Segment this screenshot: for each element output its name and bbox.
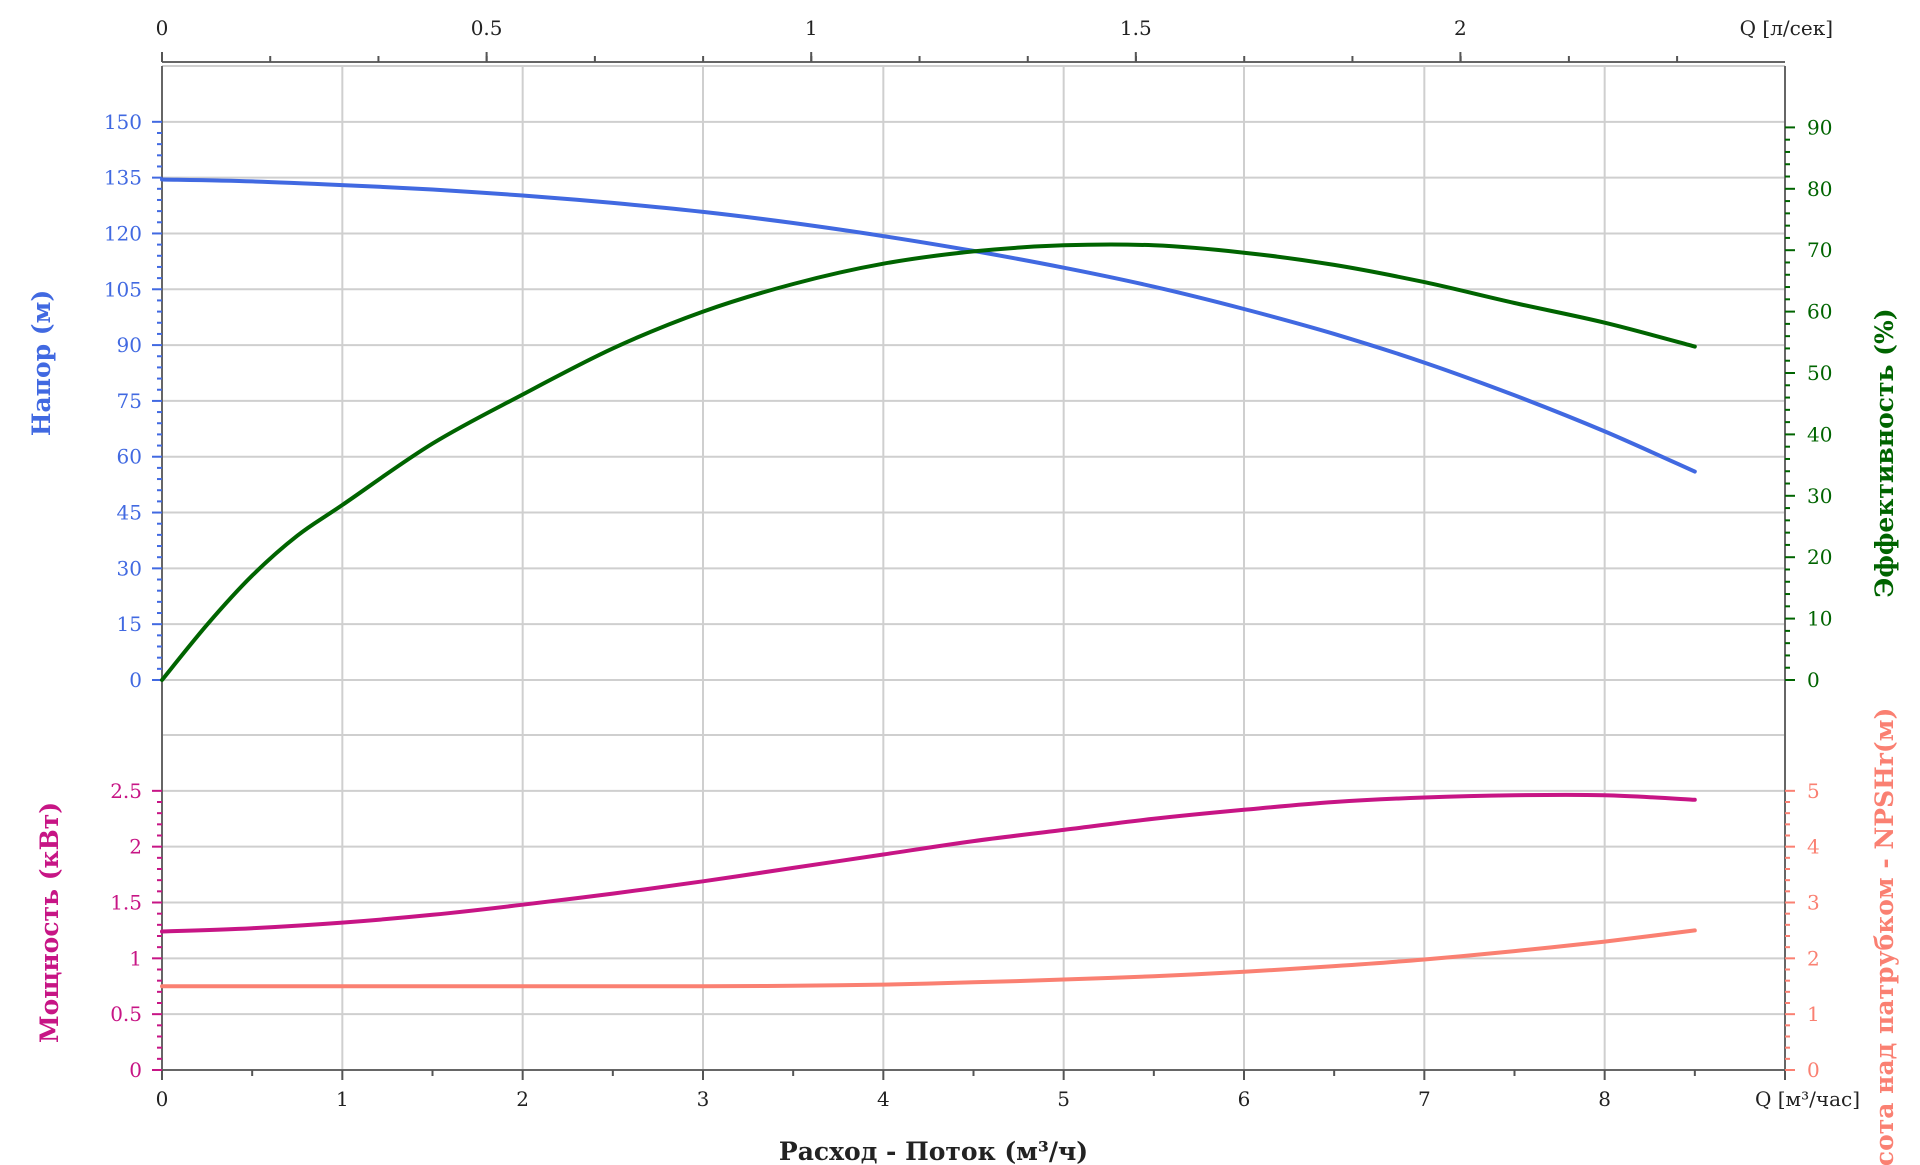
top-tick-label: 2 [1454, 16, 1467, 40]
head-tick-label: 135 [104, 166, 142, 190]
power-tick-label: 1 [129, 946, 142, 970]
x-tick-label: 2 [516, 1087, 529, 1111]
x-tick-label: 1 [336, 1087, 349, 1111]
npsh-tick-label: 2 [1807, 946, 1820, 970]
efficiency-tick-label: 0 [1807, 668, 1820, 692]
npsh-tick-label: 5 [1807, 779, 1820, 803]
x-tick-label: 4 [877, 1087, 890, 1111]
npsh-tick-label: 1 [1807, 1002, 1820, 1026]
efficiency-tick-label: 30 [1807, 484, 1832, 508]
x-tick-label: 7 [1418, 1087, 1431, 1111]
head-tick-label: 60 [117, 445, 142, 469]
efficiency-tick-label: 50 [1807, 361, 1832, 385]
power-tick-label: 1.5 [110, 891, 142, 915]
head-tick-label: 75 [117, 389, 142, 413]
x-tick-label: 8 [1598, 1087, 1611, 1111]
top-tick-label: 0.5 [471, 16, 503, 40]
head-tick-label: 90 [117, 333, 142, 357]
power-tick-label: 0.5 [110, 1002, 142, 1026]
head-tick-label: 30 [117, 556, 142, 580]
head-tick-label: 120 [104, 221, 142, 245]
efficiency-tick-label: 40 [1807, 422, 1832, 446]
x-unit-label-bottom: Q [м³/час] [1755, 1087, 1860, 1111]
efficiency-tick-label: 10 [1807, 607, 1832, 631]
head-tick-label: 105 [104, 277, 142, 301]
power-tick-label: 2.5 [110, 779, 142, 803]
head-tick-label: 150 [104, 110, 142, 134]
efficiency-tick-label: 60 [1807, 300, 1832, 324]
x-tick-label: 0 [156, 1087, 169, 1111]
top-tick-label: 1.5 [1120, 16, 1152, 40]
power-curve [160, 792, 1697, 934]
series-lines [160, 177, 1697, 989]
efficiency-tick-label: 90 [1807, 115, 1832, 139]
x-unit-label-top: Q [л/сек] [1740, 16, 1833, 40]
head-curve [160, 177, 1697, 474]
efficiency-tick-label: 80 [1807, 177, 1832, 201]
axes [152, 52, 1795, 1080]
npsh-tick-label: 4 [1807, 835, 1820, 859]
grid-lines [161, 65, 1786, 1071]
efficiency-tick-label: 20 [1807, 545, 1832, 569]
power-tick-label: 0 [129, 1058, 142, 1082]
power-tick-label: 2 [129, 835, 142, 859]
x-tick-label: 3 [697, 1087, 710, 1111]
npsh-tick-label: 0 [1807, 1058, 1820, 1082]
power-axis-title: Мощность (кВт) [35, 802, 64, 1043]
head-tick-label: 0 [129, 668, 142, 692]
efficiency-tick-label: 70 [1807, 238, 1832, 262]
efficiency-axis-title: Эффективность (%) [1870, 308, 1899, 597]
x-tick-label: 5 [1057, 1087, 1070, 1111]
top-tick-label: 1 [805, 16, 818, 40]
x-axis-title: Расход - Поток (м³/ч) [779, 1137, 1088, 1165]
top-tick-label: 0 [156, 16, 169, 40]
npsh-tick-label: 3 [1807, 891, 1820, 915]
head-axis-title: Напор (м) [27, 290, 56, 436]
x-tick-label: 6 [1238, 1087, 1251, 1111]
efficiency-curve [160, 242, 1697, 682]
head-tick-label: 45 [117, 501, 142, 525]
npsh-curve [160, 928, 1697, 989]
head-tick-label: 15 [117, 612, 142, 636]
npsh-axis-title: Высота над патрубком - NPSHr(м) [1870, 708, 1899, 1165]
